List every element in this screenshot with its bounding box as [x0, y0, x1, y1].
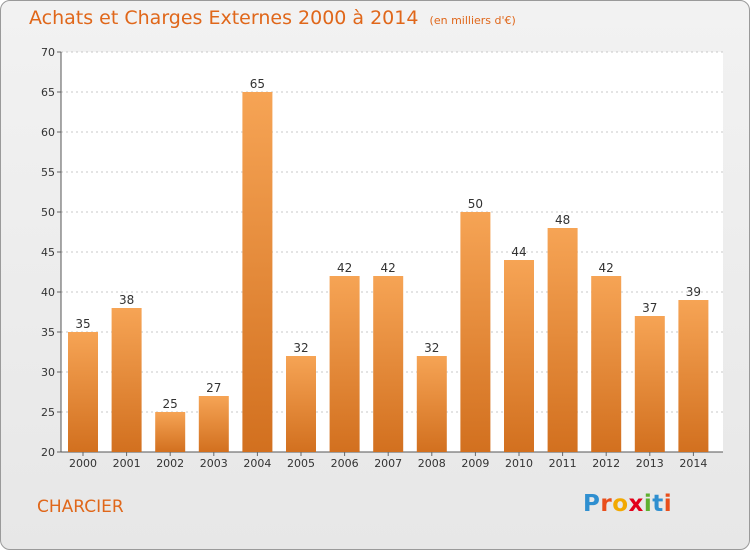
- logo-letter: P: [583, 491, 601, 517]
- bar-value-label: 39: [686, 285, 701, 299]
- bar: [634, 316, 665, 452]
- y-tick-label: 45: [41, 246, 55, 259]
- bar-value-label: 37: [642, 301, 657, 315]
- x-tick-label: 2000: [69, 457, 97, 470]
- x-tick-label: 2012: [592, 457, 620, 470]
- x-tick-label: 2008: [418, 457, 446, 470]
- x-tick-label: 2005: [287, 457, 315, 470]
- bar: [286, 356, 316, 452]
- chart-title-block: Achats et Charges Externes 2000 à 2014 (…: [29, 7, 516, 29]
- x-tick-label: 2011: [549, 457, 577, 470]
- bar: [155, 412, 186, 452]
- y-tick-label: 35: [41, 326, 55, 339]
- logo-letter: x: [628, 491, 644, 517]
- x-tick-label: 2013: [636, 457, 664, 470]
- logo-letter: t: [652, 491, 664, 517]
- bar-value-label: 65: [250, 77, 265, 91]
- x-tick-label: 2010: [505, 457, 533, 470]
- y-tick-label: 55: [41, 166, 55, 179]
- x-tick-label: 2006: [331, 457, 359, 470]
- bar: [373, 276, 404, 452]
- chart-title: Achats et Charges Externes 2000 à 2014: [29, 7, 419, 29]
- chart-unit-note: (en milliers d'€): [429, 14, 516, 27]
- logo-letter: i: [643, 491, 653, 517]
- proxiti-logo: Proxiti: [583, 491, 672, 517]
- logo-letter: o: [612, 491, 629, 517]
- bar-value-label: 32: [293, 341, 308, 355]
- bar: [591, 276, 622, 452]
- x-tick-label: 2003: [200, 457, 228, 470]
- bar-value-label: 42: [337, 261, 352, 275]
- bar: [111, 308, 142, 452]
- bar-value-label: 35: [75, 317, 90, 331]
- bar: [198, 396, 229, 452]
- bar: [416, 356, 447, 452]
- logo-letter: r: [600, 491, 613, 517]
- y-tick-label: 30: [41, 366, 55, 379]
- x-tick-label: 2002: [156, 457, 184, 470]
- bar-value-label: 50: [468, 197, 483, 211]
- bar-value-label: 38: [119, 293, 134, 307]
- x-tick-label: 2009: [461, 457, 489, 470]
- y-tick-label: 50: [41, 206, 55, 219]
- bar-value-label: 27: [206, 381, 221, 395]
- bar-value-label: 25: [163, 397, 178, 411]
- bar-value-label: 44: [511, 245, 526, 259]
- y-tick-label: 70: [41, 46, 55, 59]
- bar-value-label: 42: [599, 261, 614, 275]
- y-tick-label: 25: [41, 406, 55, 419]
- bar: [68, 332, 98, 452]
- y-tick-label: 65: [41, 86, 55, 99]
- bar-value-label: 32: [424, 341, 439, 355]
- x-tick-label: 2004: [243, 457, 271, 470]
- y-tick-label: 40: [41, 286, 55, 299]
- bar: [504, 260, 534, 452]
- bar: [242, 92, 273, 452]
- x-tick-label: 2007: [374, 457, 402, 470]
- x-tick-label: 2001: [113, 457, 141, 470]
- x-tick-label: 2014: [679, 457, 707, 470]
- bar-value-label: 48: [555, 213, 570, 227]
- bar: [547, 228, 578, 452]
- bar: [460, 212, 491, 452]
- bar: [329, 276, 360, 452]
- bar-value-label: 42: [381, 261, 396, 275]
- commune-name: CHARCIER: [37, 497, 124, 517]
- bar: [678, 300, 709, 452]
- y-tick-label: 60: [41, 126, 55, 139]
- y-tick-label: 20: [41, 446, 55, 459]
- logo-letter: i: [663, 491, 673, 517]
